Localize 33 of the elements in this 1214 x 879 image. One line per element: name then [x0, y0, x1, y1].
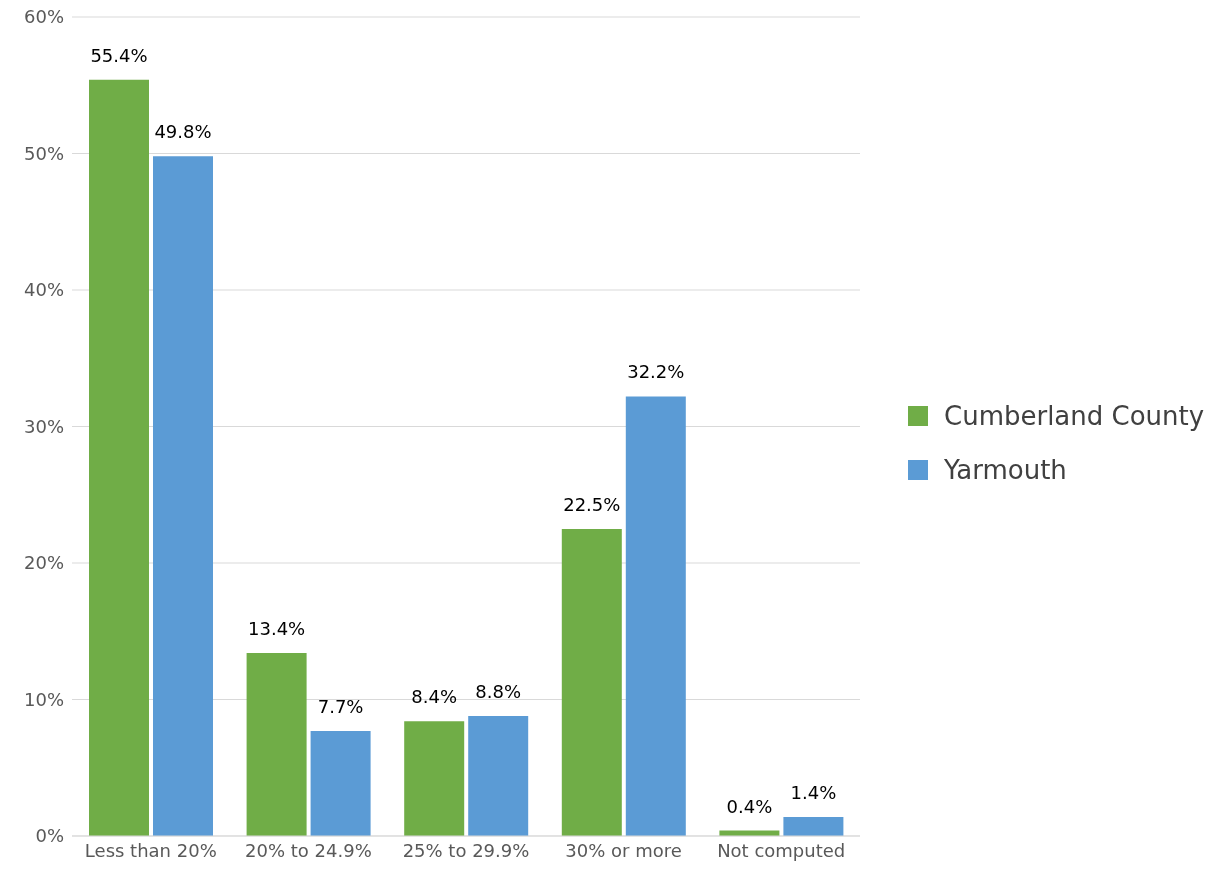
data-label: 0.4% [726, 795, 773, 817]
bar [561, 528, 622, 836]
y-tick-label: 30% [23, 415, 64, 437]
data-label: 7.7% [317, 695, 364, 717]
data-label: 1.4% [790, 781, 837, 803]
y-tick-label: 0% [35, 825, 64, 847]
data-label: 8.4% [411, 686, 458, 708]
bar [783, 816, 844, 836]
legend-label: Yarmouth [944, 455, 1067, 485]
y-tick-label: 60% [23, 6, 64, 28]
data-label: 32.2% [627, 361, 685, 383]
bar [404, 721, 465, 836]
bar [89, 79, 149, 836]
data-label: 13.4% [248, 618, 306, 640]
y-tick-label: 10% [23, 688, 64, 710]
bar [310, 730, 371, 836]
bar [468, 715, 529, 836]
y-tick-label: 20% [23, 552, 64, 574]
y-tick-label: 50% [23, 142, 64, 164]
x-tick-label: 30% or more [565, 839, 682, 861]
x-tick-label: Less than 20% [84, 839, 217, 861]
x-tick-label: 20% to 24.9% [245, 839, 372, 861]
data-label: 8.8% [475, 680, 522, 702]
legend-label: Cumberland County [944, 401, 1205, 431]
x-tick-label: Not computed [717, 839, 846, 861]
bar [625, 396, 686, 836]
x-tick-label: 25% to 29.9% [402, 839, 530, 861]
data-label: 22.5% [563, 493, 621, 515]
bar [246, 653, 307, 836]
data-label: 55.4% [90, 44, 148, 66]
y-tick-label: 40% [23, 279, 64, 301]
bar [153, 156, 213, 836]
data-label: 49.8% [154, 121, 212, 143]
